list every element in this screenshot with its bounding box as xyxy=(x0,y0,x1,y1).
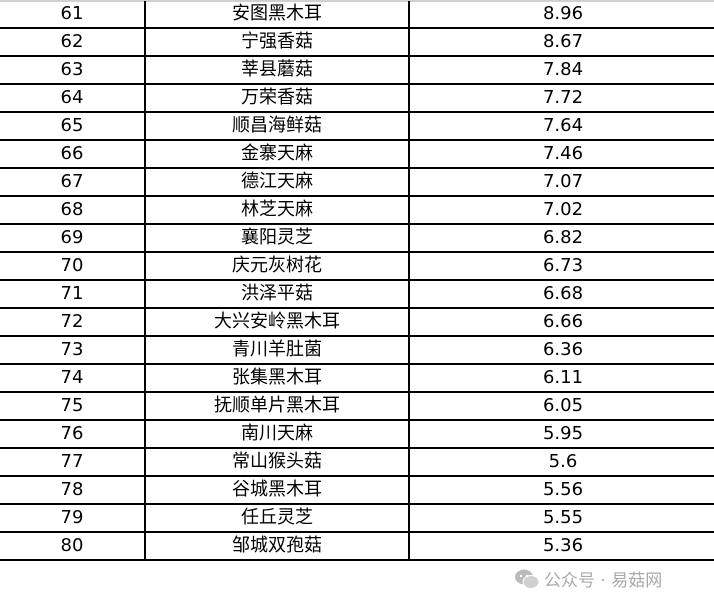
table-row: 68 林芝天麻 7.02 xyxy=(0,195,714,225)
rank-cell: 79 xyxy=(0,503,146,533)
table-row: 77 常山猴头菇 5.6 xyxy=(0,447,714,477)
watermark-text: 公众号 · 易菇网 xyxy=(544,571,663,591)
table-row: 74 张集黑木耳 6.11 xyxy=(0,363,714,393)
rank-cell: 64 xyxy=(0,83,146,113)
table-row: 75 抚顺单片黑木耳 6.05 xyxy=(0,391,714,421)
name-cell: 谷城黑木耳 xyxy=(144,475,410,505)
rank-cell: 75 xyxy=(0,391,146,421)
value-cell: 8.96 xyxy=(408,1,714,29)
name-cell: 任丘灵芝 xyxy=(144,503,410,533)
table-row: 78 谷城黑木耳 5.56 xyxy=(0,475,714,505)
value-cell: 7.64 xyxy=(408,111,714,141)
name-cell: 宁强香菇 xyxy=(144,27,410,57)
value-cell: 8.67 xyxy=(408,27,714,57)
name-cell: 张集黑木耳 xyxy=(144,363,410,393)
table-row: 70 庆元灰树花 6.73 xyxy=(0,251,714,281)
rank-cell: 65 xyxy=(0,111,146,141)
table-row: 71 洪泽平菇 6.68 xyxy=(0,279,714,309)
value-cell: 7.02 xyxy=(408,195,714,225)
rank-cell: 61 xyxy=(0,1,146,29)
rank-cell: 72 xyxy=(0,307,146,337)
rank-cell: 67 xyxy=(0,167,146,197)
table-row: 63 莘县蘑菇 7.84 xyxy=(0,55,714,85)
table-row: 72 大兴安岭黑木耳 6.66 xyxy=(0,307,714,337)
wechat-icon xyxy=(515,569,540,589)
rank-cell: 74 xyxy=(0,363,146,393)
name-cell: 常山猴头菇 xyxy=(144,447,410,477)
value-cell: 7.72 xyxy=(408,83,714,113)
table-row: 69 襄阳灵芝 6.82 xyxy=(0,223,714,253)
name-cell: 顺昌海鲜菇 xyxy=(144,111,410,141)
value-cell: 6.66 xyxy=(408,307,714,337)
name-cell: 襄阳灵芝 xyxy=(144,223,410,253)
table-row: 62 宁强香菇 8.67 xyxy=(0,27,714,57)
name-cell: 青川羊肚菌 xyxy=(144,335,410,365)
value-cell: 5.6 xyxy=(408,447,714,477)
rank-cell: 69 xyxy=(0,223,146,253)
name-cell: 安图黑木耳 xyxy=(144,1,410,29)
rank-cell: 71 xyxy=(0,279,146,309)
value-cell: 6.68 xyxy=(408,279,714,309)
name-cell: 洪泽平菇 xyxy=(144,279,410,309)
name-cell: 德江天麻 xyxy=(144,167,410,197)
name-cell: 大兴安岭黑木耳 xyxy=(144,307,410,337)
watermark: 公众号 · 易菇网 xyxy=(514,566,662,591)
table-row: 61 安图黑木耳 8.96 xyxy=(0,1,714,29)
table-row: 80 邹城双孢菇 5.36 xyxy=(0,531,714,561)
value-cell: 5.36 xyxy=(408,531,714,561)
rank-cell: 73 xyxy=(0,335,146,365)
table-row: 64 万荣香菇 7.72 xyxy=(0,83,714,113)
rank-cell: 68 xyxy=(0,195,146,225)
rank-cell: 66 xyxy=(0,139,146,169)
table-row: 73 青川羊肚菌 6.36 xyxy=(0,335,714,365)
table-row: 76 南川天麻 5.95 xyxy=(0,419,714,449)
value-cell: 6.73 xyxy=(408,251,714,281)
name-cell: 万荣香菇 xyxy=(144,83,410,113)
value-cell: 6.11 xyxy=(408,363,714,393)
value-cell: 5.56 xyxy=(408,475,714,505)
ranking-table: 61 安图黑木耳 8.96 62 宁强香菇 8.67 63 莘县蘑菇 7.84 64 万荣香菇 7.7… xyxy=(0,1,714,561)
rank-cell: 70 xyxy=(0,251,146,281)
value-cell: 5.55 xyxy=(408,503,714,533)
table-row: 79 任丘灵芝 5.55 xyxy=(0,503,714,533)
value-cell: 7.46 xyxy=(408,139,714,169)
name-cell: 莘县蘑菇 xyxy=(144,55,410,85)
rank-cell: 78 xyxy=(0,475,146,505)
rank-cell: 63 xyxy=(0,55,146,85)
value-cell: 6.05 xyxy=(408,391,714,421)
table-row: 65 顺昌海鲜菇 7.64 xyxy=(0,111,714,141)
value-cell: 6.82 xyxy=(408,223,714,253)
value-cell: 5.95 xyxy=(408,419,714,449)
name-cell: 抚顺单片黑木耳 xyxy=(144,391,410,421)
table-row: 67 德江天麻 7.07 xyxy=(0,167,714,197)
name-cell: 庆元灰树花 xyxy=(144,251,410,281)
rank-cell: 62 xyxy=(0,27,146,57)
table-row: 66 金寨天麻 7.46 xyxy=(0,139,714,169)
table-body: 61 安图黑木耳 8.96 62 宁强香菇 8.67 63 莘县蘑菇 7.84 64 万荣香菇 7.7… xyxy=(0,1,714,561)
value-cell: 7.84 xyxy=(408,55,714,85)
value-cell: 7.07 xyxy=(408,167,714,197)
name-cell: 金寨天麻 xyxy=(144,139,410,169)
rank-cell: 77 xyxy=(0,447,146,477)
name-cell: 林芝天麻 xyxy=(144,195,410,225)
name-cell: 邹城双孢菇 xyxy=(144,531,410,561)
value-cell: 6.36 xyxy=(408,335,714,365)
rank-cell: 80 xyxy=(0,531,146,561)
rank-cell: 76 xyxy=(0,419,146,449)
name-cell: 南川天麻 xyxy=(144,419,410,449)
